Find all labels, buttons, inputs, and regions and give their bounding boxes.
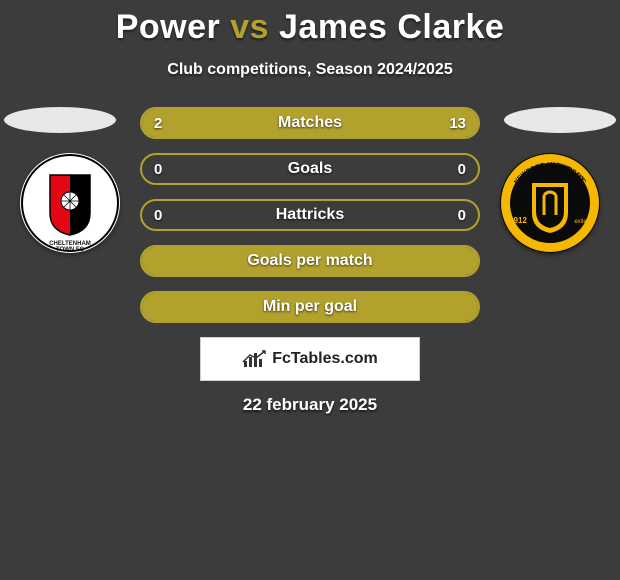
site-logo[interactable]: FcTables.com [200, 337, 420, 381]
content-area: CHELTENHAM TOWN FC 1912 exiles NEWPORT C… [0, 107, 620, 415]
bar-label: Min per goal [142, 298, 478, 316]
title-vs: vs [230, 8, 269, 46]
svg-text:exiles: exiles [574, 219, 589, 225]
right-club-badge: 1912 exiles NEWPORT COUNTY AFC NEWPORT C… [500, 153, 600, 253]
stat-bar: Goals per match [140, 245, 480, 277]
svg-text:TOWN FC: TOWN FC [56, 247, 85, 253]
cheltenham-badge-icon: CHELTENHAM TOWN FC [20, 153, 120, 253]
right-player-oval [504, 107, 616, 133]
footer-date: 22 february 2025 [0, 395, 620, 415]
title-p1: Power [116, 8, 221, 46]
left-player-oval [4, 107, 116, 133]
stat-bar: 00Hattricks [140, 199, 480, 231]
bar-label: Hattricks [142, 206, 478, 224]
stat-bar: Min per goal [140, 291, 480, 323]
title-p2: James Clarke [279, 8, 504, 46]
bar-label: Matches [142, 114, 478, 132]
left-club-badge: CHELTENHAM TOWN FC [20, 153, 120, 253]
newport-badge-icon: 1912 exiles NEWPORT COUNTY AFC NEWPORT C… [500, 153, 600, 253]
chart-icon [242, 349, 268, 369]
svg-text:1912: 1912 [509, 216, 527, 225]
stat-bar: 00Goals [140, 153, 480, 185]
subtitle: Club competitions, Season 2024/2025 [0, 61, 620, 79]
page-title: Power vs James Clarke [0, 0, 620, 47]
site-brand-text: FcTables.com [272, 350, 378, 368]
stat-bars: 213Matches 00Goals 00Hattricks Goals per ma… [140, 107, 480, 323]
stat-bar: 213Matches [140, 107, 480, 139]
bar-label: Goals per match [142, 252, 478, 270]
bar-label: Goals [142, 160, 478, 178]
